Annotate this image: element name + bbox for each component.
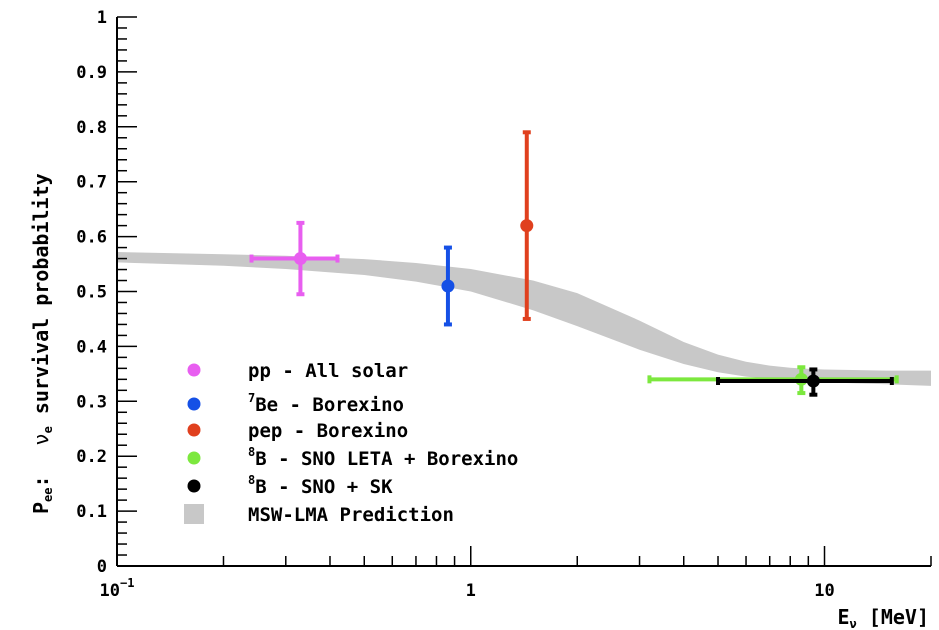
- legend-label: pep - Borexino: [248, 420, 408, 442]
- legend-label: MSW-LMA Prediction: [248, 504, 454, 526]
- legend: pp - All solar 7Be - Borexino pep - Borexi…: [184, 360, 518, 526]
- y-axis-title: Pee:νesurvival probability: [29, 173, 55, 514]
- x-tick-label: 10: [814, 581, 834, 601]
- legend-band-swatch: [184, 504, 204, 524]
- legend-label: 8B - SNO + SK: [248, 473, 393, 498]
- y-tick-label: 0.7: [76, 173, 107, 193]
- legend-marker: [187, 451, 201, 465]
- data-marker: [520, 219, 534, 233]
- y-tick-label: 0.1: [76, 502, 107, 522]
- legend-label: 8B - SNO LETA + Borexino: [248, 445, 518, 470]
- data-marker: [806, 374, 820, 388]
- data-point: [520, 130, 534, 321]
- legend-label: pp - All solar: [248, 360, 408, 382]
- data-point: [716, 367, 894, 397]
- data-point: [249, 220, 340, 297]
- y-tick-label: 0.4: [76, 337, 107, 357]
- x-tick-label: 1: [466, 581, 476, 601]
- legend-marker: [187, 397, 201, 411]
- legend-marker: [187, 479, 201, 493]
- x-axis-title: Eν [MeV]: [838, 605, 930, 630]
- msw-lma-band: [117, 252, 931, 386]
- data-point: [441, 245, 455, 327]
- legend-label: 7Be - Borexino: [248, 391, 404, 416]
- x-tick-label: 10−1: [100, 576, 135, 601]
- y-tick-label: 0.5: [76, 283, 107, 303]
- y-tick-label: 0.2: [76, 447, 107, 467]
- y-tick-label: 0.3: [76, 392, 107, 412]
- y-tick-label: 0.6: [76, 228, 107, 248]
- y-tick-label: 1: [97, 8, 107, 28]
- data-points: [249, 130, 899, 397]
- y-tick-label: 0.8: [76, 118, 107, 138]
- data-marker: [441, 279, 455, 293]
- legend-marker: [187, 363, 201, 377]
- y-tick-label: 0.9: [76, 63, 107, 83]
- y-tick-label: 0: [97, 557, 107, 577]
- data-marker: [293, 252, 307, 266]
- axes: 0 0.1 0.2 0.3 0.4 0.5 0.6 0.7 0.8 0.9 1 10−1 1 10: [76, 8, 932, 601]
- legend-marker: [187, 423, 201, 437]
- band-layer: [117, 252, 931, 386]
